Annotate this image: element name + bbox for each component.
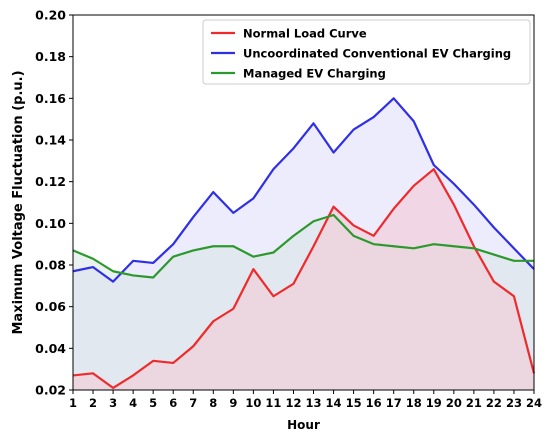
plot-frame xyxy=(72,14,535,391)
x-tick-label: 20 xyxy=(446,396,462,410)
x-tick-label: 4 xyxy=(129,396,137,410)
x-tick-label: 9 xyxy=(229,396,237,410)
legend-box xyxy=(202,19,531,85)
y-axis-label: Maximum Voltage Fluctuation (p.u.) xyxy=(11,70,26,334)
x-tick-label: 6 xyxy=(169,396,177,410)
x-axis-label: Hour xyxy=(287,418,320,432)
y-tick-label: 0.12 xyxy=(35,174,66,189)
y-axis-ticks: 0.02 0.04 0.06 0.08 0.10 0.12 0.14 0.16 0.18 0.20 xyxy=(35,8,73,398)
y-tick-label: 0.06 xyxy=(35,299,66,314)
x-tick-label: 13 xyxy=(306,396,322,410)
series-line xyxy=(72,168,536,390)
legend-entry: Managed EV Charging xyxy=(243,67,386,81)
x-tick-label: 8 xyxy=(209,396,217,410)
x-tick-label: 19 xyxy=(426,396,442,410)
y-tick-label: 0.08 xyxy=(35,258,66,273)
area-fill xyxy=(73,169,534,390)
x-tick-label: 3 xyxy=(109,396,117,410)
series-line xyxy=(72,213,534,279)
x-tick-label: 12 xyxy=(285,396,301,410)
x-tick-label: 16 xyxy=(366,396,382,410)
y-tick-label: 0.02 xyxy=(35,383,66,398)
y-tick-label: 0.18 xyxy=(35,49,66,64)
x-tick-label: 15 xyxy=(346,396,362,410)
x-tick-label: 14 xyxy=(326,396,342,410)
x-tick-label: 21 xyxy=(466,396,482,410)
x-tick-label: 22 xyxy=(486,396,502,410)
x-tick-label: 2 xyxy=(89,396,97,410)
x-tick-label: 1 xyxy=(69,396,77,410)
x-tick-label: 10 xyxy=(245,396,261,410)
series-line xyxy=(72,97,535,283)
legend-entry: Uncoordinated Conventional EV Charging xyxy=(243,47,511,61)
y-tick-label: 0.16 xyxy=(35,91,66,106)
series-lines xyxy=(72,97,536,390)
legend: Normal Load Curve Uncoordinated Conventio… xyxy=(202,19,531,85)
legend-entry: Normal Load Curve xyxy=(243,27,367,41)
y-tick-label: 0.20 xyxy=(35,8,66,23)
x-tick-label: 7 xyxy=(189,396,197,410)
y-tick-label: 0.10 xyxy=(35,216,66,231)
x-tick-label: 23 xyxy=(506,396,522,410)
y-tick-label: 0.04 xyxy=(35,341,66,356)
y-tick-label: 0.14 xyxy=(35,133,66,148)
x-tick-label: 11 xyxy=(265,396,281,410)
x-tick-label: 18 xyxy=(406,396,422,410)
area-fills xyxy=(73,98,534,390)
x-tick-label: 5 xyxy=(149,396,157,410)
x-axis-ticks: 1 2 3 4 5 6 7 8 9 10 11 12 13 14 15 16 17 18 19 20 21 22 23 24 xyxy=(69,390,542,410)
x-tick-label: 17 xyxy=(386,396,402,410)
x-tick-label: 24 xyxy=(526,396,542,410)
